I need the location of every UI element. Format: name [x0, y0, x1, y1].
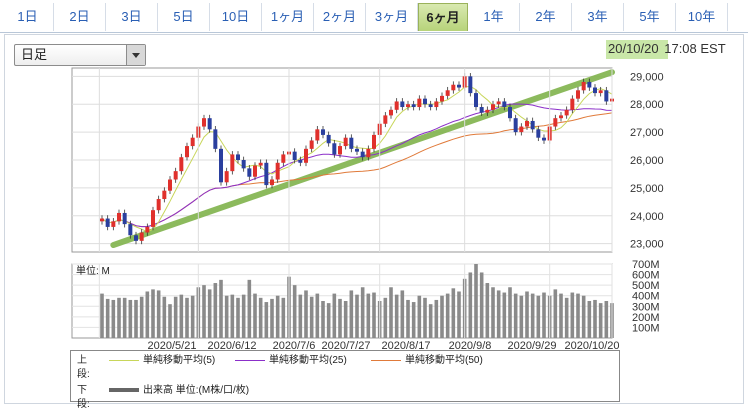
tab-5[interactable]: 10日	[210, 3, 262, 31]
tab-2[interactable]: 2日	[54, 3, 106, 31]
tab-4[interactable]: 5日	[158, 3, 210, 31]
tab-6[interactable]: 1ヶ月	[262, 3, 314, 31]
tab-9[interactable]: 6ヶ月	[418, 3, 468, 31]
chart-panel	[4, 34, 744, 404]
legend-item-ma50: 単純移動平均(50)	[371, 354, 483, 368]
tab-14[interactable]: 10年	[676, 3, 728, 31]
tab-12[interactable]: 3年	[572, 3, 624, 31]
legend-item-ma25: 単純移動平均(25)	[235, 354, 347, 368]
chart-type-select-value: 日足	[21, 47, 48, 62]
chart-type-select[interactable]: 日足	[14, 44, 146, 66]
tab-8[interactable]: 3ヶ月	[366, 3, 418, 31]
tab-7[interactable]: 2ヶ月	[314, 3, 366, 31]
period-tab-bar: 1日 2日 3日 5日 10日 1ヶ月 2ヶ月 3ヶ月 6ヶ月 1年 2年 3年 5年 10年	[0, 0, 748, 33]
tab-1[interactable]: 1日	[2, 3, 54, 31]
legend-upper-label: 上段:	[77, 355, 90, 380]
timestamp-highlight	[606, 40, 668, 59]
update-timestamp: 20/10/20 17:08 EST	[606, 39, 738, 59]
tab-11[interactable]: 2年	[520, 3, 572, 31]
timestamp-time: 17:08 EST	[664, 41, 726, 56]
chevron-down-icon[interactable]	[126, 45, 145, 65]
chart-legend: 上段: 単純移動平均(5) 単純移動平均(25) 単純移動平均(50) 下段: …	[70, 350, 620, 410]
legend-item-ma5: 単純移動平均(5)	[109, 354, 215, 368]
legend-lower-label: 下段:	[77, 385, 90, 410]
tab-3[interactable]: 3日	[106, 3, 158, 31]
tab-13[interactable]: 5年	[624, 3, 676, 31]
tab-10[interactable]: 1年	[468, 3, 520, 31]
legend-item-volume: 出来高 単位:(M株/口/枚)	[109, 384, 249, 398]
timestamp-date: 20/10/20	[608, 41, 659, 56]
